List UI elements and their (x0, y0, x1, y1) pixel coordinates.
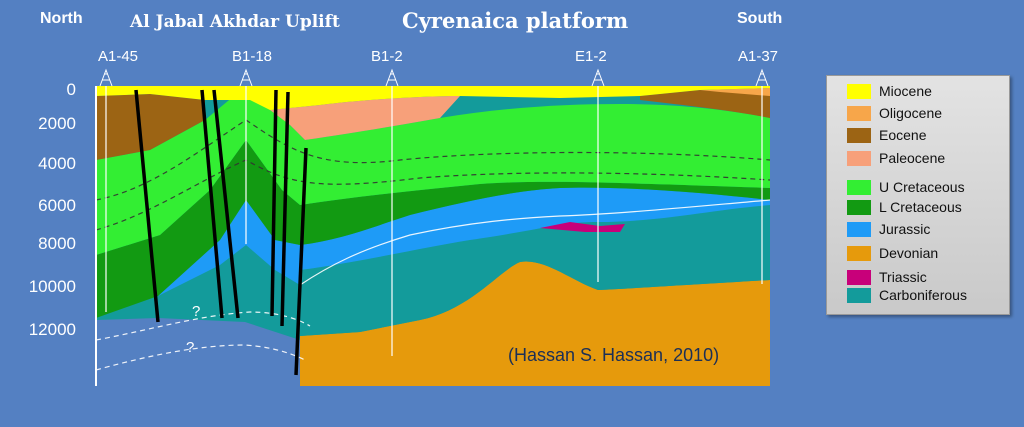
legend-swatch (847, 84, 871, 99)
citation: (Hassan S. Hassan, 2010) (508, 345, 720, 365)
eocene-layer (96, 94, 205, 160)
south-label: South (737, 10, 783, 27)
legend-label: Paleocene (879, 150, 946, 166)
paleocene-layer (270, 96, 460, 140)
legend-label: Oligocene (879, 105, 943, 121)
depth-label-4000: 4000 (38, 154, 76, 173)
jurassic-unconformity (299, 199, 771, 286)
dashed-contour-2 (95, 159, 771, 231)
dashed-contour-1 (95, 119, 771, 201)
faults (134, 89, 308, 376)
legend-label: Devonian (879, 245, 939, 261)
uplift-title: Al Jabal Akhdar Uplift (130, 12, 340, 32)
miocene-layer (96, 86, 770, 110)
contact-lines (95, 119, 771, 371)
dashed-basement-1 (95, 311, 311, 341)
legend-swatch (847, 288, 871, 303)
legend-swatch (847, 106, 871, 121)
fault-5 (280, 91, 290, 327)
devonian-layer (300, 261, 770, 386)
legend-label: Carboniferous (879, 287, 967, 303)
lower-cretaceous-layer (96, 140, 770, 318)
depth-label-0: 0 (66, 80, 76, 99)
legend: Miocene Oligocene Eocene Paleocene U Cretace… (826, 75, 1010, 315)
legend-swatch (847, 151, 871, 166)
jurassic-layer (158, 187, 770, 296)
legend-swatch (847, 270, 871, 285)
legend-swatch (847, 200, 871, 215)
depth-label-12000: 12000 (28, 320, 76, 339)
carboniferous-body (300, 205, 770, 336)
well-label-a1-45: A1-45 (98, 48, 139, 65)
fault-3 (212, 89, 240, 319)
triassic-layer (540, 222, 625, 232)
legend-label: Triassic (879, 269, 927, 285)
legend-label: U Cretaceous (879, 179, 965, 195)
derrick-a1-37 (755, 68, 769, 87)
depth-label-10000: 10000 (28, 277, 76, 296)
depth-label-6000: 6000 (38, 196, 76, 215)
well-label-e1-2: E1-2 (575, 48, 607, 65)
question-mark-2: ? (186, 339, 194, 356)
well-derricks (99, 68, 769, 87)
fault-2 (200, 89, 224, 319)
legend-label: Miocene (879, 83, 932, 99)
legend-label: L Cretaceous (879, 199, 962, 215)
fault-1 (134, 89, 160, 323)
well-lines (105, 86, 763, 356)
derrick-a1-45 (99, 68, 113, 87)
legend-swatch (847, 128, 871, 143)
derrick-e1-2 (591, 68, 605, 87)
oligocene-layer (700, 88, 770, 96)
north-label: North (40, 10, 83, 27)
derrick-b1-2 (385, 68, 399, 87)
well-label-a1-37: A1-37 (738, 48, 779, 65)
well-label-b1-2: B1-2 (371, 48, 403, 65)
legend-label: Jurassic (879, 221, 931, 237)
question-mark-1: ? (192, 303, 200, 320)
derrick-b1-18 (239, 68, 253, 87)
depth-label-2000: 2000 (38, 114, 76, 133)
well-label-b1-18: B1-18 (232, 48, 273, 65)
fault-6 (294, 147, 308, 376)
legend-swatch (847, 222, 871, 237)
upper-cretaceous-layer (96, 86, 770, 255)
depth-label-8000: 8000 (38, 234, 76, 253)
legend-swatch (847, 180, 871, 195)
fault-4 (270, 89, 278, 317)
legend-label: Eocene (879, 127, 927, 143)
deep-basement-area (96, 318, 300, 386)
eocene-layer-south (640, 90, 770, 118)
dashed-basement-2 (95, 344, 306, 371)
platform-title: Cyrenaica platform (402, 8, 629, 33)
legend-swatch (847, 246, 871, 261)
